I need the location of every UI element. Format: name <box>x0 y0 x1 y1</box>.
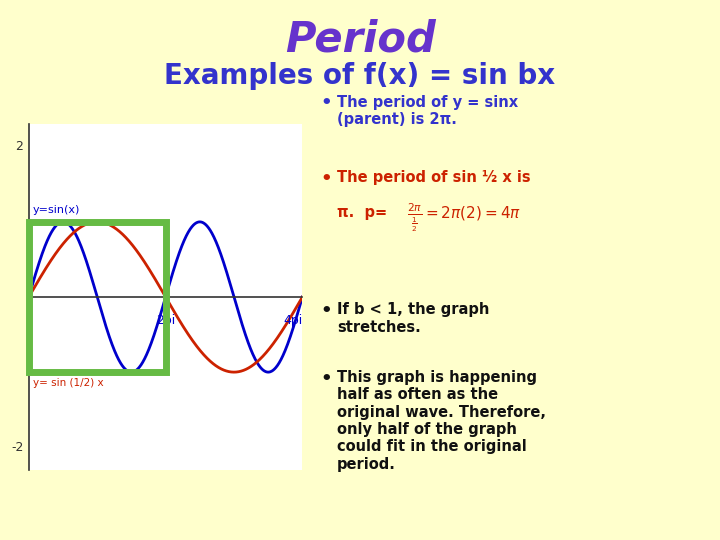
Text: π.  p=: π. p= <box>337 205 387 220</box>
Text: -2: -2 <box>11 441 23 454</box>
Text: •: • <box>320 370 332 388</box>
Text: 4pi: 4pi <box>283 314 302 327</box>
Text: Examples of f(x) = sin bx: Examples of f(x) = sin bx <box>164 62 556 90</box>
Text: 2: 2 <box>16 140 23 153</box>
Text: $\frac{2\pi}{\frac{1}{2}} = 2\pi(2) = 4\pi$: $\frac{2\pi}{\frac{1}{2}} = 2\pi(2) = 4\… <box>407 201 521 234</box>
Text: The period of sin ½ x is: The period of sin ½ x is <box>337 170 531 185</box>
Text: Period: Period <box>284 19 436 61</box>
Text: This graph is happening
half as often as the
original wave. Therefore,
only half: This graph is happening half as often as… <box>337 370 546 472</box>
Bar <box>29 222 166 372</box>
Text: y=sin(x): y=sin(x) <box>32 205 80 215</box>
Text: 2pi: 2pi <box>156 314 175 327</box>
Text: •: • <box>320 302 332 320</box>
Text: y= sin (1/2) x: y= sin (1/2) x <box>32 377 104 388</box>
Text: If b < 1, the graph
stretches.: If b < 1, the graph stretches. <box>337 302 490 335</box>
Text: •: • <box>320 170 332 188</box>
Text: •: • <box>320 94 332 112</box>
Text: The period of y = sinx
(parent) is 2π.: The period of y = sinx (parent) is 2π. <box>337 94 518 127</box>
